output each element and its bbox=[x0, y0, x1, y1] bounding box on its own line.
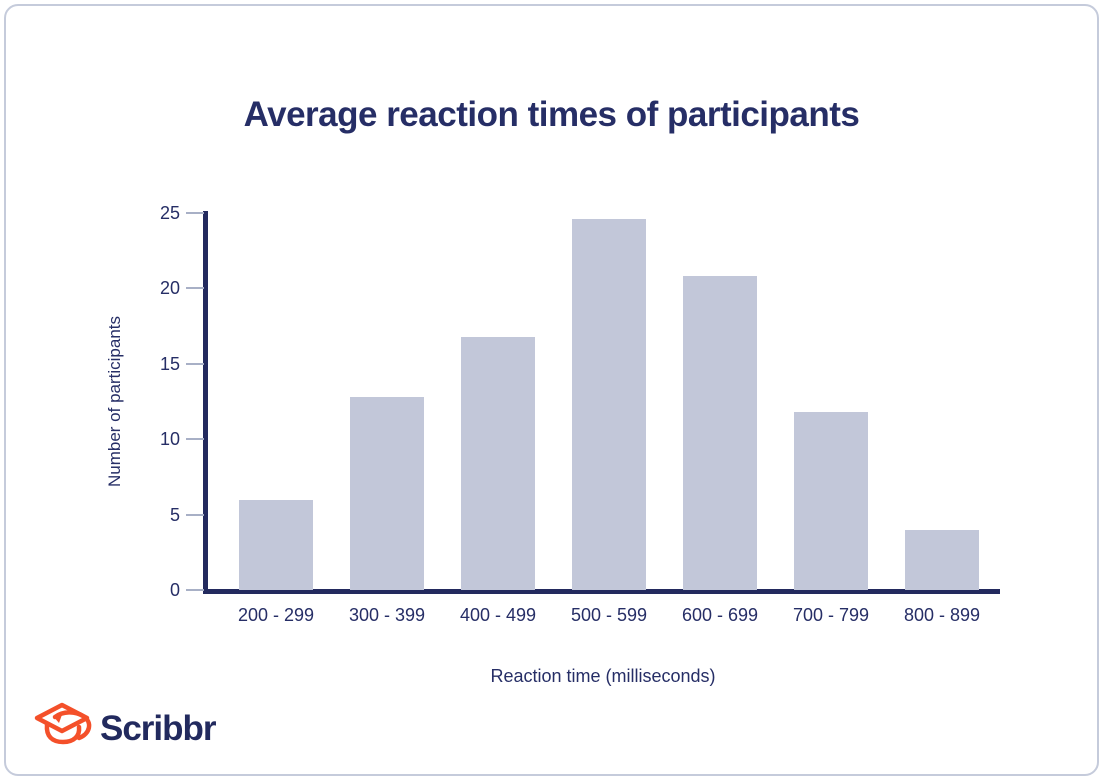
bar bbox=[350, 396, 424, 590]
y-tick-label: 20 bbox=[159, 278, 180, 299]
x-tick-label: 800 - 899 bbox=[903, 605, 981, 625]
y-axis-title: Number of participants bbox=[105, 315, 124, 488]
y-tick bbox=[186, 438, 204, 441]
x-tick-label: 400 - 499 bbox=[459, 605, 537, 625]
bar bbox=[461, 336, 535, 590]
scribbr-wordmark: Scribbr bbox=[100, 709, 217, 748]
bar bbox=[905, 529, 979, 590]
bar bbox=[572, 219, 646, 590]
scribbr-logo: Scribbr bbox=[30, 696, 217, 762]
graduation-cap-icon bbox=[34, 702, 92, 745]
chart-title: Average reaction times of participants bbox=[243, 95, 860, 135]
y-tick bbox=[186, 589, 204, 591]
y-axis-line bbox=[203, 211, 208, 594]
bar bbox=[239, 499, 313, 590]
y-tick bbox=[186, 287, 204, 290]
x-axis-line bbox=[203, 589, 1000, 594]
y-tick-label: 25 bbox=[159, 203, 180, 223]
bar bbox=[683, 276, 757, 590]
y-tick bbox=[186, 212, 204, 214]
plot-area: 0 5 10 15 20 25 200 - 299 300 - 399 400 - 499 500… bbox=[160, 203, 1000, 625]
x-tick-label: 500 - 599 bbox=[570, 605, 648, 625]
bar bbox=[794, 412, 868, 590]
y-tick-label: 10 bbox=[159, 429, 180, 450]
y-tick-label: 5 bbox=[169, 504, 180, 525]
x-axis-title: Reaction time (milliseconds) bbox=[490, 666, 716, 686]
x-tick-label: 600 - 699 bbox=[681, 605, 759, 625]
y-tick bbox=[186, 513, 204, 516]
x-tick-label: 700 - 799 bbox=[792, 605, 870, 625]
x-tick-label: 300 - 399 bbox=[348, 605, 426, 625]
card-border bbox=[4, 4, 1099, 776]
y-tick-label: 15 bbox=[159, 353, 180, 374]
y-tick-label: 0 bbox=[169, 580, 180, 600]
x-tick-label: 200 - 299 bbox=[237, 605, 315, 625]
y-tick bbox=[186, 362, 204, 365]
